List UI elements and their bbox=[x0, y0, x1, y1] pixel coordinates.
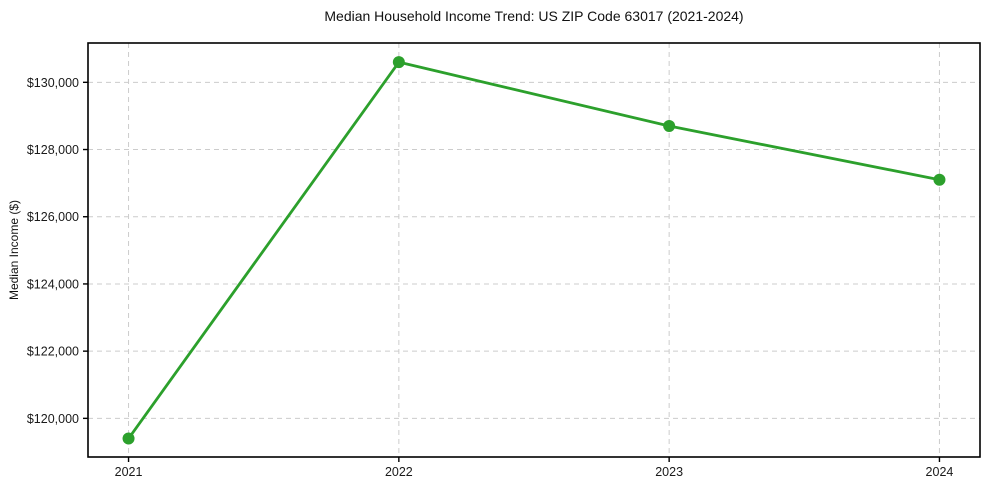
trend-line bbox=[127, 60, 941, 440]
x-tick-label: 2021 bbox=[115, 465, 143, 479]
y-tick-label: $122,000 bbox=[27, 345, 79, 359]
data-point bbox=[392, 56, 405, 69]
x-tick-label: 2024 bbox=[926, 465, 954, 479]
tick-labels: $120,000 $122,000 $124,000 $126,000 $128,000… bbox=[27, 76, 954, 479]
data-point bbox=[663, 120, 676, 133]
y-tick-label: $124,000 bbox=[27, 277, 79, 291]
data-point bbox=[122, 432, 135, 445]
chart-title: Median Household Income Trend: US ZIP Co… bbox=[324, 8, 744, 24]
y-tick-label: $130,000 bbox=[27, 76, 79, 90]
gridlines bbox=[88, 43, 980, 457]
x-tick-label: 2022 bbox=[385, 465, 413, 479]
tick-marks bbox=[83, 81, 941, 462]
y-tick-label: $120,000 bbox=[27, 412, 79, 426]
y-tick-label: $128,000 bbox=[27, 143, 79, 157]
y-tick-label: $126,000 bbox=[27, 210, 79, 224]
y-axis-label: Median Income ($) bbox=[7, 199, 21, 301]
x-tick-label: 2023 bbox=[655, 465, 683, 479]
axes-spines bbox=[87, 42, 981, 458]
data-point bbox=[933, 173, 946, 186]
